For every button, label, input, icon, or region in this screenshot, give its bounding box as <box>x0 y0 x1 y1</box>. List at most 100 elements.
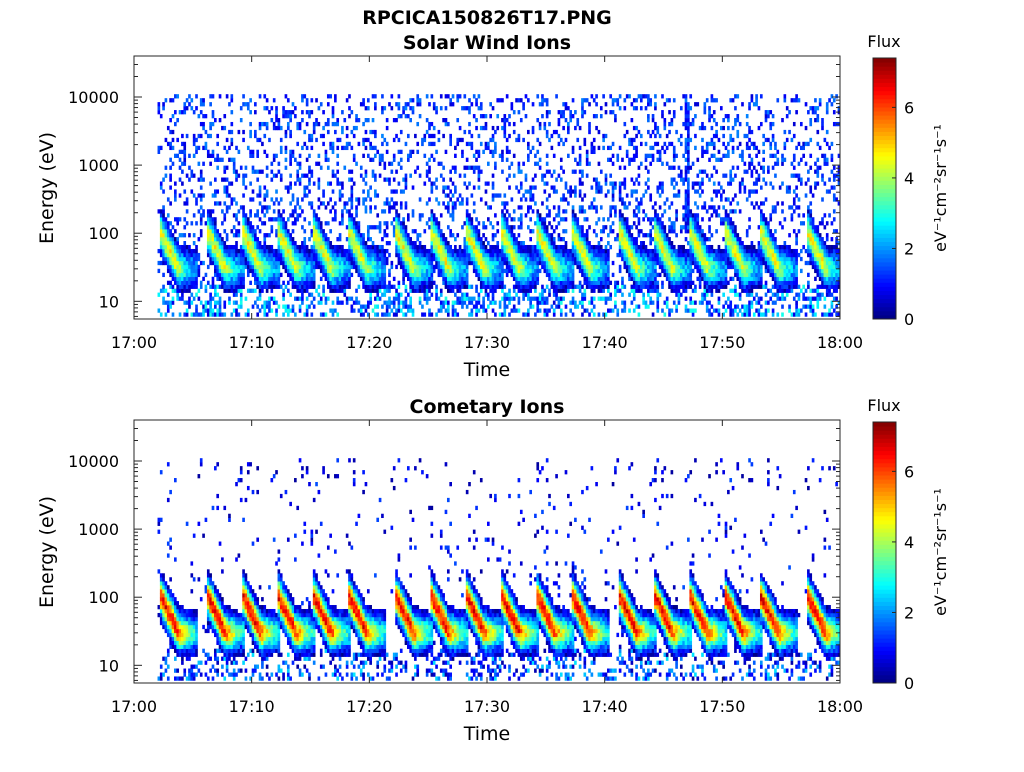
heatmap-cell <box>178 280 182 285</box>
heatmap-cell <box>517 217 521 222</box>
heatmap-cell <box>390 106 394 111</box>
heatmap-cell <box>454 292 457 297</box>
heatmap-cell <box>661 229 664 234</box>
heatmap-cell <box>517 169 521 174</box>
heatmap-cell <box>181 233 184 238</box>
heatmap-cell <box>404 141 408 147</box>
heatmap-cell <box>517 241 521 246</box>
heatmap-cell <box>286 110 290 115</box>
heatmap-cell <box>315 244 318 250</box>
heatmap-cell <box>232 233 236 238</box>
heatmap-cell <box>458 280 462 285</box>
heatmap-cell <box>498 248 502 254</box>
heatmap-cell <box>548 244 551 250</box>
heatmap-cell <box>279 284 283 289</box>
heatmap-cell <box>470 252 474 258</box>
heatmap-cell <box>392 276 396 282</box>
heatmap-cell <box>399 165 403 170</box>
heatmap-cell <box>188 280 191 285</box>
heatmap-cell <box>162 225 165 230</box>
heatmap-cell <box>651 256 655 262</box>
heatmap-cell <box>602 133 605 139</box>
heatmap-cell <box>294 284 297 289</box>
heatmap-cell <box>171 268 175 274</box>
heatmap-cell <box>221 272 224 278</box>
heatmap-cell <box>338 189 342 194</box>
heatmap-cell <box>548 260 551 266</box>
heatmap-cell <box>435 256 438 262</box>
heatmap-cell <box>661 252 664 258</box>
heatmap-cell <box>397 217 401 222</box>
heatmap-cell <box>515 137 518 143</box>
heatmap-cell <box>329 264 332 270</box>
heatmap-cell <box>567 284 570 289</box>
heatmap-cell <box>557 237 561 242</box>
heatmap-cell <box>538 213 542 218</box>
heatmap-cell <box>329 308 332 313</box>
heatmap-cell <box>543 248 547 254</box>
heatmap-cell <box>235 276 238 282</box>
heatmap-cell <box>251 165 255 170</box>
heatmap-cell <box>251 237 255 242</box>
heatmap-cell <box>625 129 629 135</box>
heatmap-cell <box>494 161 497 166</box>
heatmap-cell <box>404 181 408 186</box>
heatmap-cell <box>308 153 311 158</box>
heatmap-cell <box>359 252 363 258</box>
heatmap-cell <box>397 292 401 297</box>
heatmap-cell <box>409 237 412 242</box>
heatmap-cell <box>503 252 507 258</box>
heatmap-cell <box>166 280 170 285</box>
heatmap-cell <box>527 157 530 162</box>
heatmap-cell <box>595 233 598 238</box>
heatmap-cell <box>552 256 556 262</box>
heatmap-cell <box>357 272 361 278</box>
heatmap-cell <box>157 209 161 214</box>
heatmap-cell <box>510 308 514 313</box>
heatmap-cell <box>461 276 464 282</box>
heatmap-cell <box>557 284 561 289</box>
heatmap-cell <box>510 102 514 107</box>
heatmap-cell <box>517 252 521 258</box>
heatmap-cell <box>331 169 335 174</box>
heatmap-cell <box>557 268 561 274</box>
heatmap-cell <box>503 304 507 309</box>
heatmap-cell <box>639 284 643 289</box>
heatmap-cell <box>251 169 255 174</box>
heatmap-cell <box>399 229 403 234</box>
heatmap-cell <box>545 260 549 266</box>
heatmap-cell <box>268 264 271 270</box>
heatmap-cell <box>578 237 582 242</box>
heatmap-cell <box>395 217 398 222</box>
heatmap-cell <box>284 256 288 262</box>
heatmap-cell <box>425 169 429 174</box>
heatmap-cell <box>218 248 222 254</box>
heatmap-cell <box>312 221 316 226</box>
heatmap-cell <box>644 276 648 282</box>
heatmap-cell <box>362 233 365 238</box>
heatmap-cell <box>501 98 504 103</box>
heatmap-cell <box>237 173 241 178</box>
heatmap-cell <box>232 161 236 166</box>
heatmap-cell <box>258 229 262 234</box>
heatmap-cell <box>334 209 337 214</box>
heatmap-cell <box>246 288 250 293</box>
heatmap-cell <box>487 272 490 278</box>
heatmap-cell <box>616 157 620 162</box>
heatmap-cell <box>308 292 311 297</box>
heatmap-cell <box>451 276 455 282</box>
heatmap-cell <box>588 260 591 266</box>
heatmap-cell <box>529 264 533 270</box>
heatmap-cell <box>621 252 624 258</box>
heatmap-cell <box>444 268 448 274</box>
heatmap-cell <box>416 94 420 99</box>
heatmap-cell <box>225 94 229 99</box>
heatmap-cell <box>541 237 544 242</box>
heatmap-cell <box>275 173 278 178</box>
heatmap-cell <box>263 256 267 262</box>
heatmap-cell <box>451 256 455 262</box>
heatmap-cell <box>235 292 238 297</box>
heatmap-cell <box>336 153 340 158</box>
heatmap-cell <box>188 94 191 99</box>
heatmap-cell <box>496 276 500 282</box>
